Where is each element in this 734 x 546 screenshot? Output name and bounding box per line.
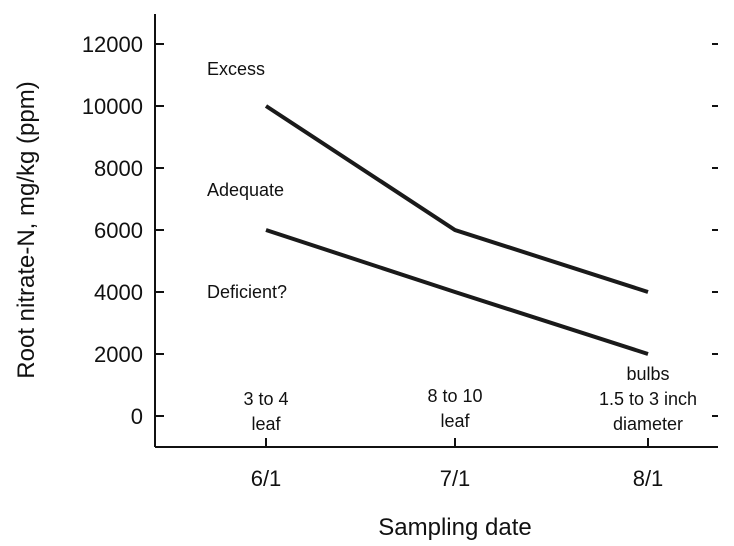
axis-titles: Sampling date Root nitrate-N, mg/kg (ppm… (13, 81, 532, 541)
stage-label-6-1-line1: 3 to 4 (243, 389, 288, 409)
stage-label-8-1-line1: bulbs (626, 364, 669, 384)
stage-label-7-1-line2: leaf (440, 411, 470, 431)
stage-label-8-1-line3: diameter (613, 414, 683, 434)
axes: 0 2000 4000 6000 8000 10000 12000 6/1 7/1 8/1 (82, 14, 718, 491)
stage-label-6-1-line2: leaf (251, 414, 281, 434)
x-tick-label: 7/1 (440, 466, 471, 491)
y-tick-label: 0 (131, 404, 143, 429)
zone-label-adequate: Adequate (207, 180, 284, 200)
zone-label-excess: Excess (207, 59, 265, 79)
y-tick-label: 2000 (94, 342, 143, 367)
y-tick-label: 12000 (82, 32, 143, 57)
zone-label-deficient: Deficient? (207, 282, 287, 302)
x-axis-title: Sampling date (378, 514, 531, 541)
stage-label-8-1-line2: 1.5 to 3 inch (599, 389, 697, 409)
series-line-lower (265, 228, 649, 356)
y-tick-label: 10000 (82, 94, 143, 119)
x-tick-label: 6/1 (251, 466, 282, 491)
y-tick-label: 6000 (94, 218, 143, 243)
y-axis-title: Root nitrate-N, mg/kg (ppm) (13, 81, 40, 378)
y-tick-label: 8000 (94, 156, 143, 181)
y-tick-label: 4000 (94, 280, 143, 305)
series-lines (264, 104, 649, 356)
annotations: Excess Adequate Deficient? 3 to 4 leaf 8… (207, 59, 697, 434)
stage-label-7-1-line1: 8 to 10 (427, 386, 482, 406)
series-line-upper (264, 104, 649, 294)
x-tick-label: 8/1 (633, 466, 664, 491)
